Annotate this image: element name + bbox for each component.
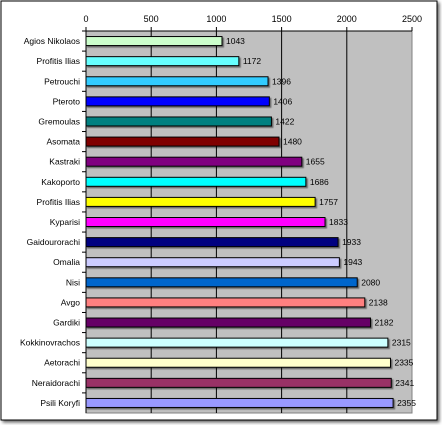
- value-label: 1655: [306, 157, 325, 167]
- bar: [85, 136, 280, 147]
- value-label: 2355: [397, 398, 416, 408]
- bar: [85, 176, 307, 187]
- category-label: Avgo: [61, 297, 80, 307]
- value-label: 1686: [310, 177, 329, 187]
- bar: [85, 357, 391, 368]
- category-label: Kokkinovrachos: [20, 338, 80, 348]
- x-tick-label: 2000: [337, 14, 357, 24]
- category-label: Kakoporto: [41, 177, 80, 187]
- category-label: Gaidourorachi: [27, 237, 81, 247]
- category-label: Profitis Ilias: [37, 56, 80, 66]
- bar: [85, 317, 372, 328]
- category-label: Pteroto: [53, 96, 81, 106]
- x-tick-label: 1000: [206, 14, 226, 24]
- value-label: 1043: [226, 36, 245, 46]
- bar: [85, 337, 389, 348]
- bar: [85, 196, 316, 207]
- value-label: 1480: [283, 137, 302, 147]
- bar: [85, 96, 270, 107]
- category-label: Omalia: [53, 257, 80, 267]
- value-label: 1406: [273, 96, 292, 106]
- value-label: 1833: [329, 217, 348, 227]
- value-label: 1943: [343, 257, 362, 267]
- category-label: Neraidorachi: [32, 378, 80, 388]
- bar: [85, 277, 358, 288]
- category-label: Nisi: [66, 277, 80, 287]
- category-label: Psili Koryfi: [40, 398, 80, 408]
- bar: [85, 217, 326, 227]
- bar: [85, 76, 269, 87]
- value-label: 2138: [369, 297, 388, 307]
- bar: [85, 56, 240, 67]
- category-label: Profitis Ilias: [37, 197, 80, 207]
- value-label: 1757: [319, 197, 338, 207]
- value-label: 2341: [395, 378, 414, 388]
- bar: [85, 36, 223, 47]
- bar: [85, 257, 340, 268]
- value-label: 2335: [394, 358, 413, 368]
- category-label: Aetorachi: [44, 358, 80, 368]
- category-label: Petrouchi: [44, 76, 80, 86]
- category-label: Kastraki: [49, 157, 80, 167]
- bar: [85, 116, 272, 127]
- value-label: 1422: [275, 116, 294, 126]
- bar: [85, 237, 339, 248]
- category-label: Asomata: [46, 137, 80, 147]
- value-label: 1933: [342, 237, 361, 247]
- bar: [85, 397, 394, 408]
- value-label: 2080: [361, 277, 380, 287]
- category-label: Kyparisi: [50, 217, 80, 227]
- bar: [85, 156, 303, 167]
- category-label: Gardiki: [53, 318, 80, 328]
- value-label: 1396: [272, 76, 291, 86]
- category-label: Agios Nikolaos: [24, 36, 80, 46]
- x-tick-label: 0: [83, 14, 88, 24]
- value-label: 2315: [392, 338, 411, 348]
- value-label: 1172: [243, 56, 262, 66]
- bar: [85, 297, 366, 308]
- category-label: Gremoulas: [38, 116, 80, 126]
- x-tick-label: 1500: [272, 14, 292, 24]
- x-tick-label: 2500: [402, 14, 422, 24]
- value-label: 2182: [375, 318, 394, 328]
- bar: [85, 377, 392, 388]
- x-tick-label: 500: [144, 14, 159, 24]
